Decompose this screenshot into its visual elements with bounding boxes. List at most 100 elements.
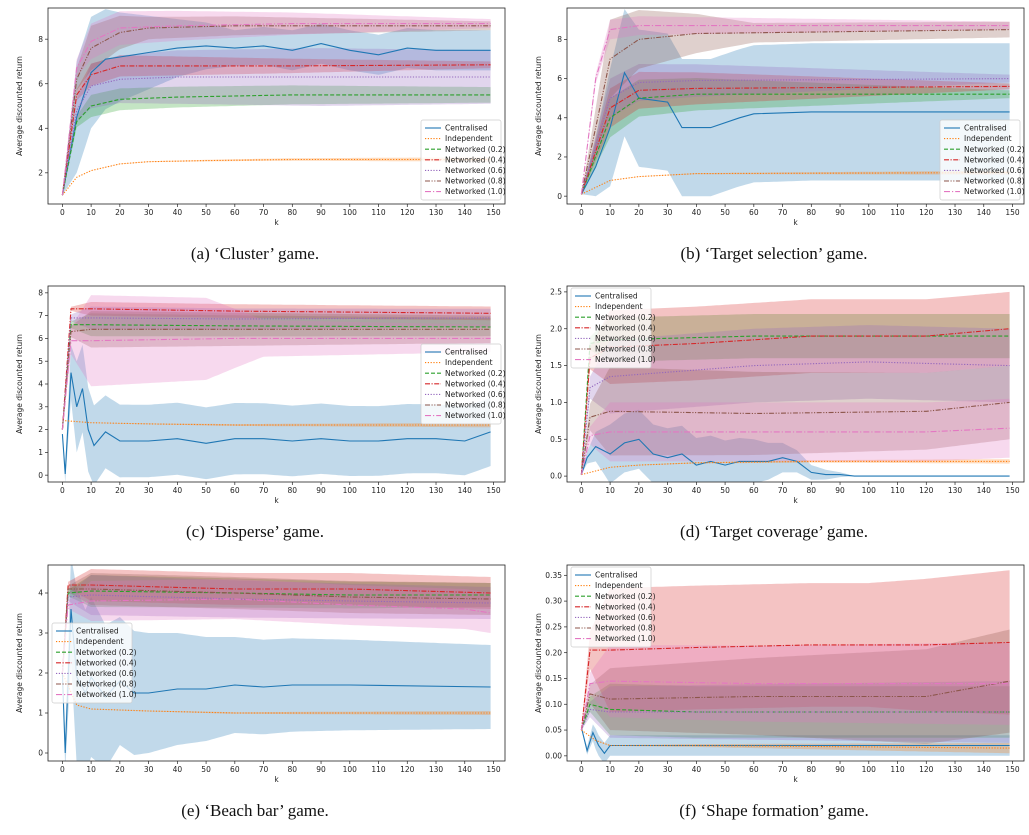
band-networked-0-6 [62, 48, 491, 196]
band-centralised [62, 344, 491, 482]
series-line-networked-0-8 [61, 328, 491, 430]
legend-label: Networked (0.2) [595, 313, 656, 322]
x-tick-label: 0 [579, 486, 584, 495]
x-tick-label: 120 [400, 208, 415, 217]
y-tick-label: 8 [557, 35, 562, 44]
legend-label: Centralised [445, 124, 488, 133]
y-tick-label: 6 [38, 334, 43, 343]
x-tick-label: 130 [429, 208, 444, 217]
x-tick-label: 20 [634, 765, 644, 774]
legend-label: Centralised [595, 292, 638, 301]
y-tick-label: 0.25 [545, 622, 562, 631]
y-tick-label: 2.5 [550, 287, 562, 296]
y-tick-label: 0.10 [545, 700, 562, 709]
legend-label: Networked (0.2) [964, 145, 1025, 154]
x-tick-label: 0 [60, 208, 65, 217]
chart-panel-e: 0 10 20 30 40 50 60 70 80 90 100 110 120 130 140 150 0 1 2… [0, 557, 510, 835]
legend-label: Centralised [595, 571, 638, 580]
y-tick-label: 1 [38, 709, 43, 718]
plot-area [580, 291, 1010, 482]
band-networked-1-0 [62, 10, 491, 196]
series-line-centralised [61, 372, 491, 475]
legend-label: Networked (0.6) [595, 613, 656, 622]
legend-label: Networked (0.6) [445, 390, 506, 399]
x-tick-label: 140 [458, 765, 473, 774]
band-networked-0-8 [581, 10, 1010, 195]
figure-caption: (c) ‘Disperse’ game. [186, 522, 324, 541]
x-tick-label: 90 [316, 486, 326, 495]
legend-label: Networked (0.4) [445, 155, 506, 164]
legend-label: Centralised [76, 627, 119, 636]
x-tick-label: 110 [371, 765, 386, 774]
series-line-networked-0-4 [580, 85, 1010, 195]
y-tick-label: 0.20 [545, 648, 562, 657]
band-networked-1-0 [581, 398, 1010, 475]
legend-box [570, 566, 652, 648]
legend-label: Networked (0.2) [76, 648, 137, 657]
y-tick-label: 0 [38, 471, 43, 480]
legend-label: Networked (1.0) [445, 411, 506, 420]
band-networked-0-8 [581, 365, 1010, 475]
plot-frame [47, 7, 506, 205]
series-line-networked-0-6 [580, 361, 1010, 475]
chart-panel-c: 0 10 20 30 40 50 60 70 80 90 100 110 120 130 140 150 0 1 2… [0, 278, 510, 556]
x-tick-label: 30 [144, 208, 154, 217]
legend-label: Independent [595, 581, 643, 590]
y-tick-label: 8 [38, 35, 43, 44]
series-line-networked-0-6 [580, 708, 1010, 731]
plot-area [61, 565, 491, 761]
x-tick-label: 140 [977, 208, 992, 217]
series-line-networked-0-8 [580, 680, 1010, 731]
band-networked-1-0 [581, 16, 1010, 195]
x-tick-label: 10 [86, 486, 96, 495]
legend-label: Networked (0.8) [595, 624, 656, 633]
x-axis-label: k [274, 218, 279, 227]
legend-box [420, 119, 502, 201]
series-line-independent [61, 672, 491, 714]
y-tick-label: 0.30 [545, 597, 562, 606]
chart-svg: 0 10 20 30 40 50 60 70 80 90 100 110 120 130 140 150 0.0… [534, 285, 1025, 505]
y-tick-label: 1 [38, 448, 43, 457]
series-line-networked-1-0 [580, 427, 1010, 475]
x-tick-label: 80 [807, 486, 817, 495]
legend-label: Networked (0.8) [76, 680, 137, 689]
legend-label: Independent [445, 358, 493, 367]
y-tick-label: 0.15 [545, 674, 562, 683]
band-networked-0-2 [581, 78, 1010, 195]
plot-area [580, 570, 1010, 761]
band-networked-0-4 [62, 55, 491, 196]
y-tick-label: 0 [557, 192, 562, 201]
plot-area [61, 9, 491, 196]
y-tick-label: 2.0 [550, 324, 562, 333]
figure-caption: (e) ‘Beach bar’ game. [181, 801, 329, 820]
y-tick-label: 3 [38, 629, 43, 638]
y-tick-label: 0.0 [550, 472, 562, 481]
x-tick-label: 110 [890, 486, 905, 495]
x-tick-label: 40 [692, 486, 702, 495]
x-tick-label: 50 [201, 486, 211, 495]
series-line-networked-0-8 [61, 25, 491, 196]
series-line-networked-0-2 [61, 94, 491, 196]
series-line-networked-0-6 [580, 78, 1010, 195]
legend-label: Networked (0.4) [595, 602, 656, 611]
x-tick-label: 60 [230, 765, 240, 774]
series-line-networked-1-0 [580, 680, 1010, 731]
x-tick-label: 110 [890, 765, 905, 774]
series-line-independent [61, 158, 491, 196]
band-networked-0-4 [62, 569, 491, 673]
band-networked-0-8 [62, 311, 491, 430]
plot-frame [566, 7, 1025, 205]
y-tick-label: 0 [38, 749, 43, 758]
x-tick-label: 70 [778, 208, 788, 217]
x-tick-label: 100 [343, 208, 358, 217]
x-tick-label: 50 [720, 208, 730, 217]
chart-panel-f: 0 10 20 30 40 50 60 70 80 90 100 110 120 130 140 150 0.0… [519, 557, 1029, 835]
x-tick-label: 30 [663, 765, 673, 774]
series-line-networked-0-2 [580, 93, 1010, 195]
series-line-networked-0-6 [61, 594, 491, 674]
chart-panel-b: 0 10 20 30 40 50 60 70 80 90 100 110 120 130 140 150 0 2 4… [519, 0, 1029, 278]
legend-label: Networked (1.0) [445, 187, 506, 196]
x-tick-label: 150 [1005, 486, 1020, 495]
x-tick-label: 80 [288, 208, 298, 217]
